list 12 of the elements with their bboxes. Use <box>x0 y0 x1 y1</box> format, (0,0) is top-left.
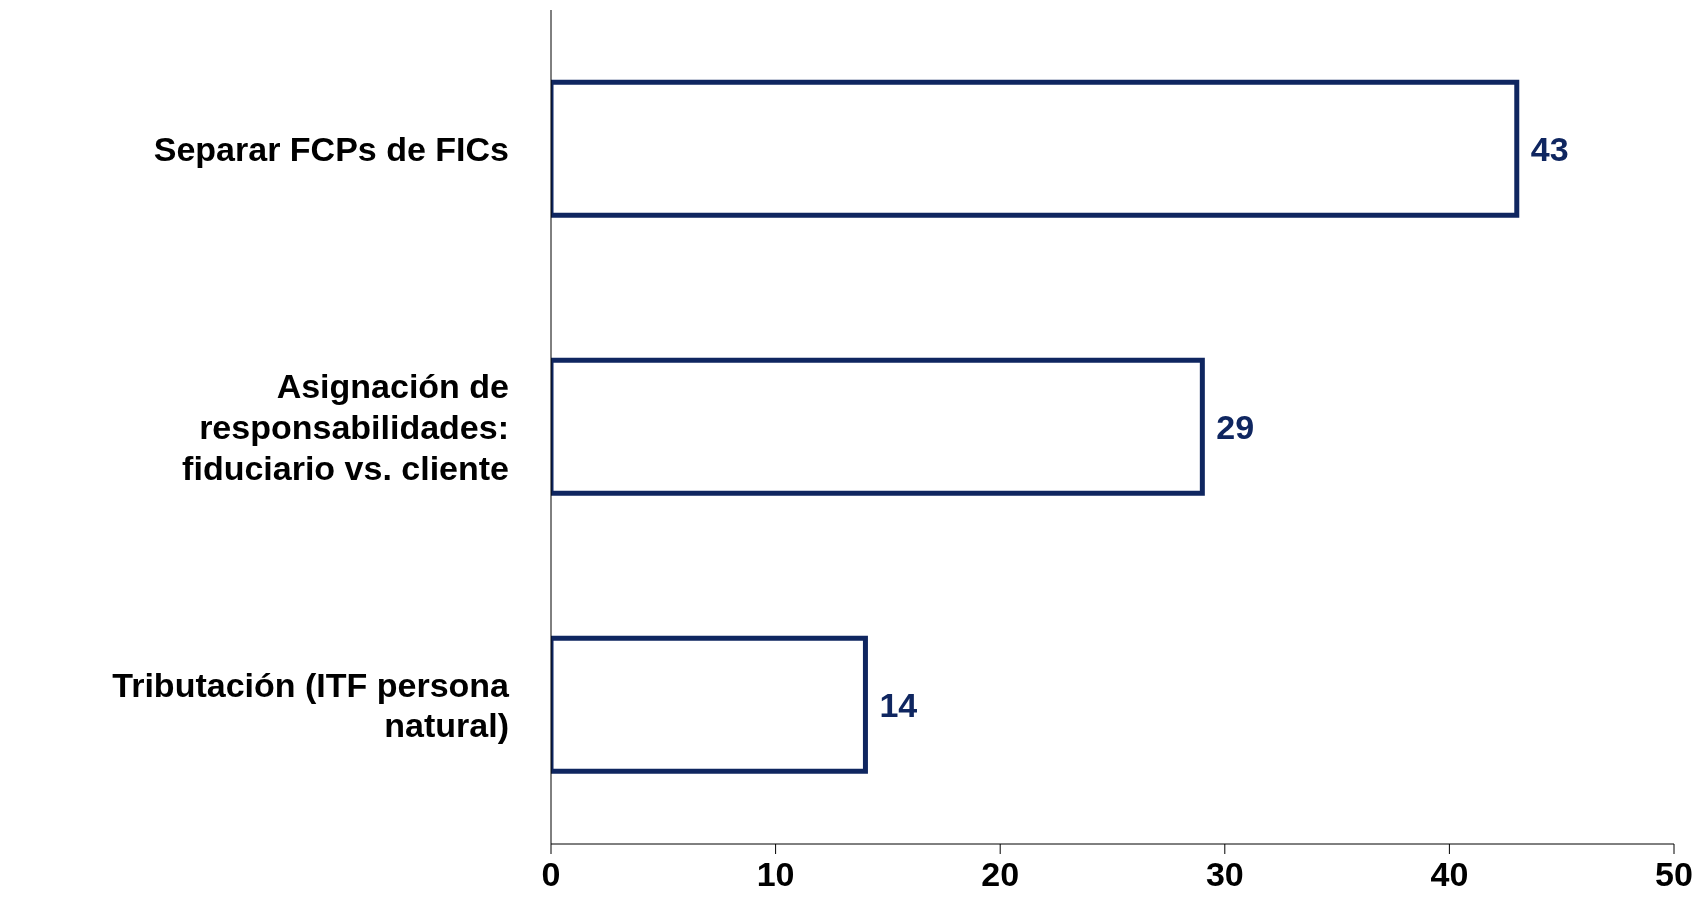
x-tick-label: 40 <box>1430 855 1469 894</box>
y-tick-label: Tributación (ITF persona natural) <box>112 665 511 745</box>
y-tick-label: Asignación de responsabilidades: fiduciario vs. cliente <box>182 367 509 487</box>
x-tick-label: 30 <box>1205 855 1244 894</box>
x-tick-label: 0 <box>541 855 561 894</box>
x-tick-label: 20 <box>981 855 1020 894</box>
x-tick-label: 50 <box>1655 855 1693 894</box>
x-tick-label: 10 <box>756 855 795 894</box>
data-label: 43 <box>1530 129 1569 168</box>
data-label: 29 <box>1216 407 1255 446</box>
data-label: 14 <box>879 685 918 724</box>
y-tick-label: Separar FCPs de FICs <box>153 130 509 168</box>
